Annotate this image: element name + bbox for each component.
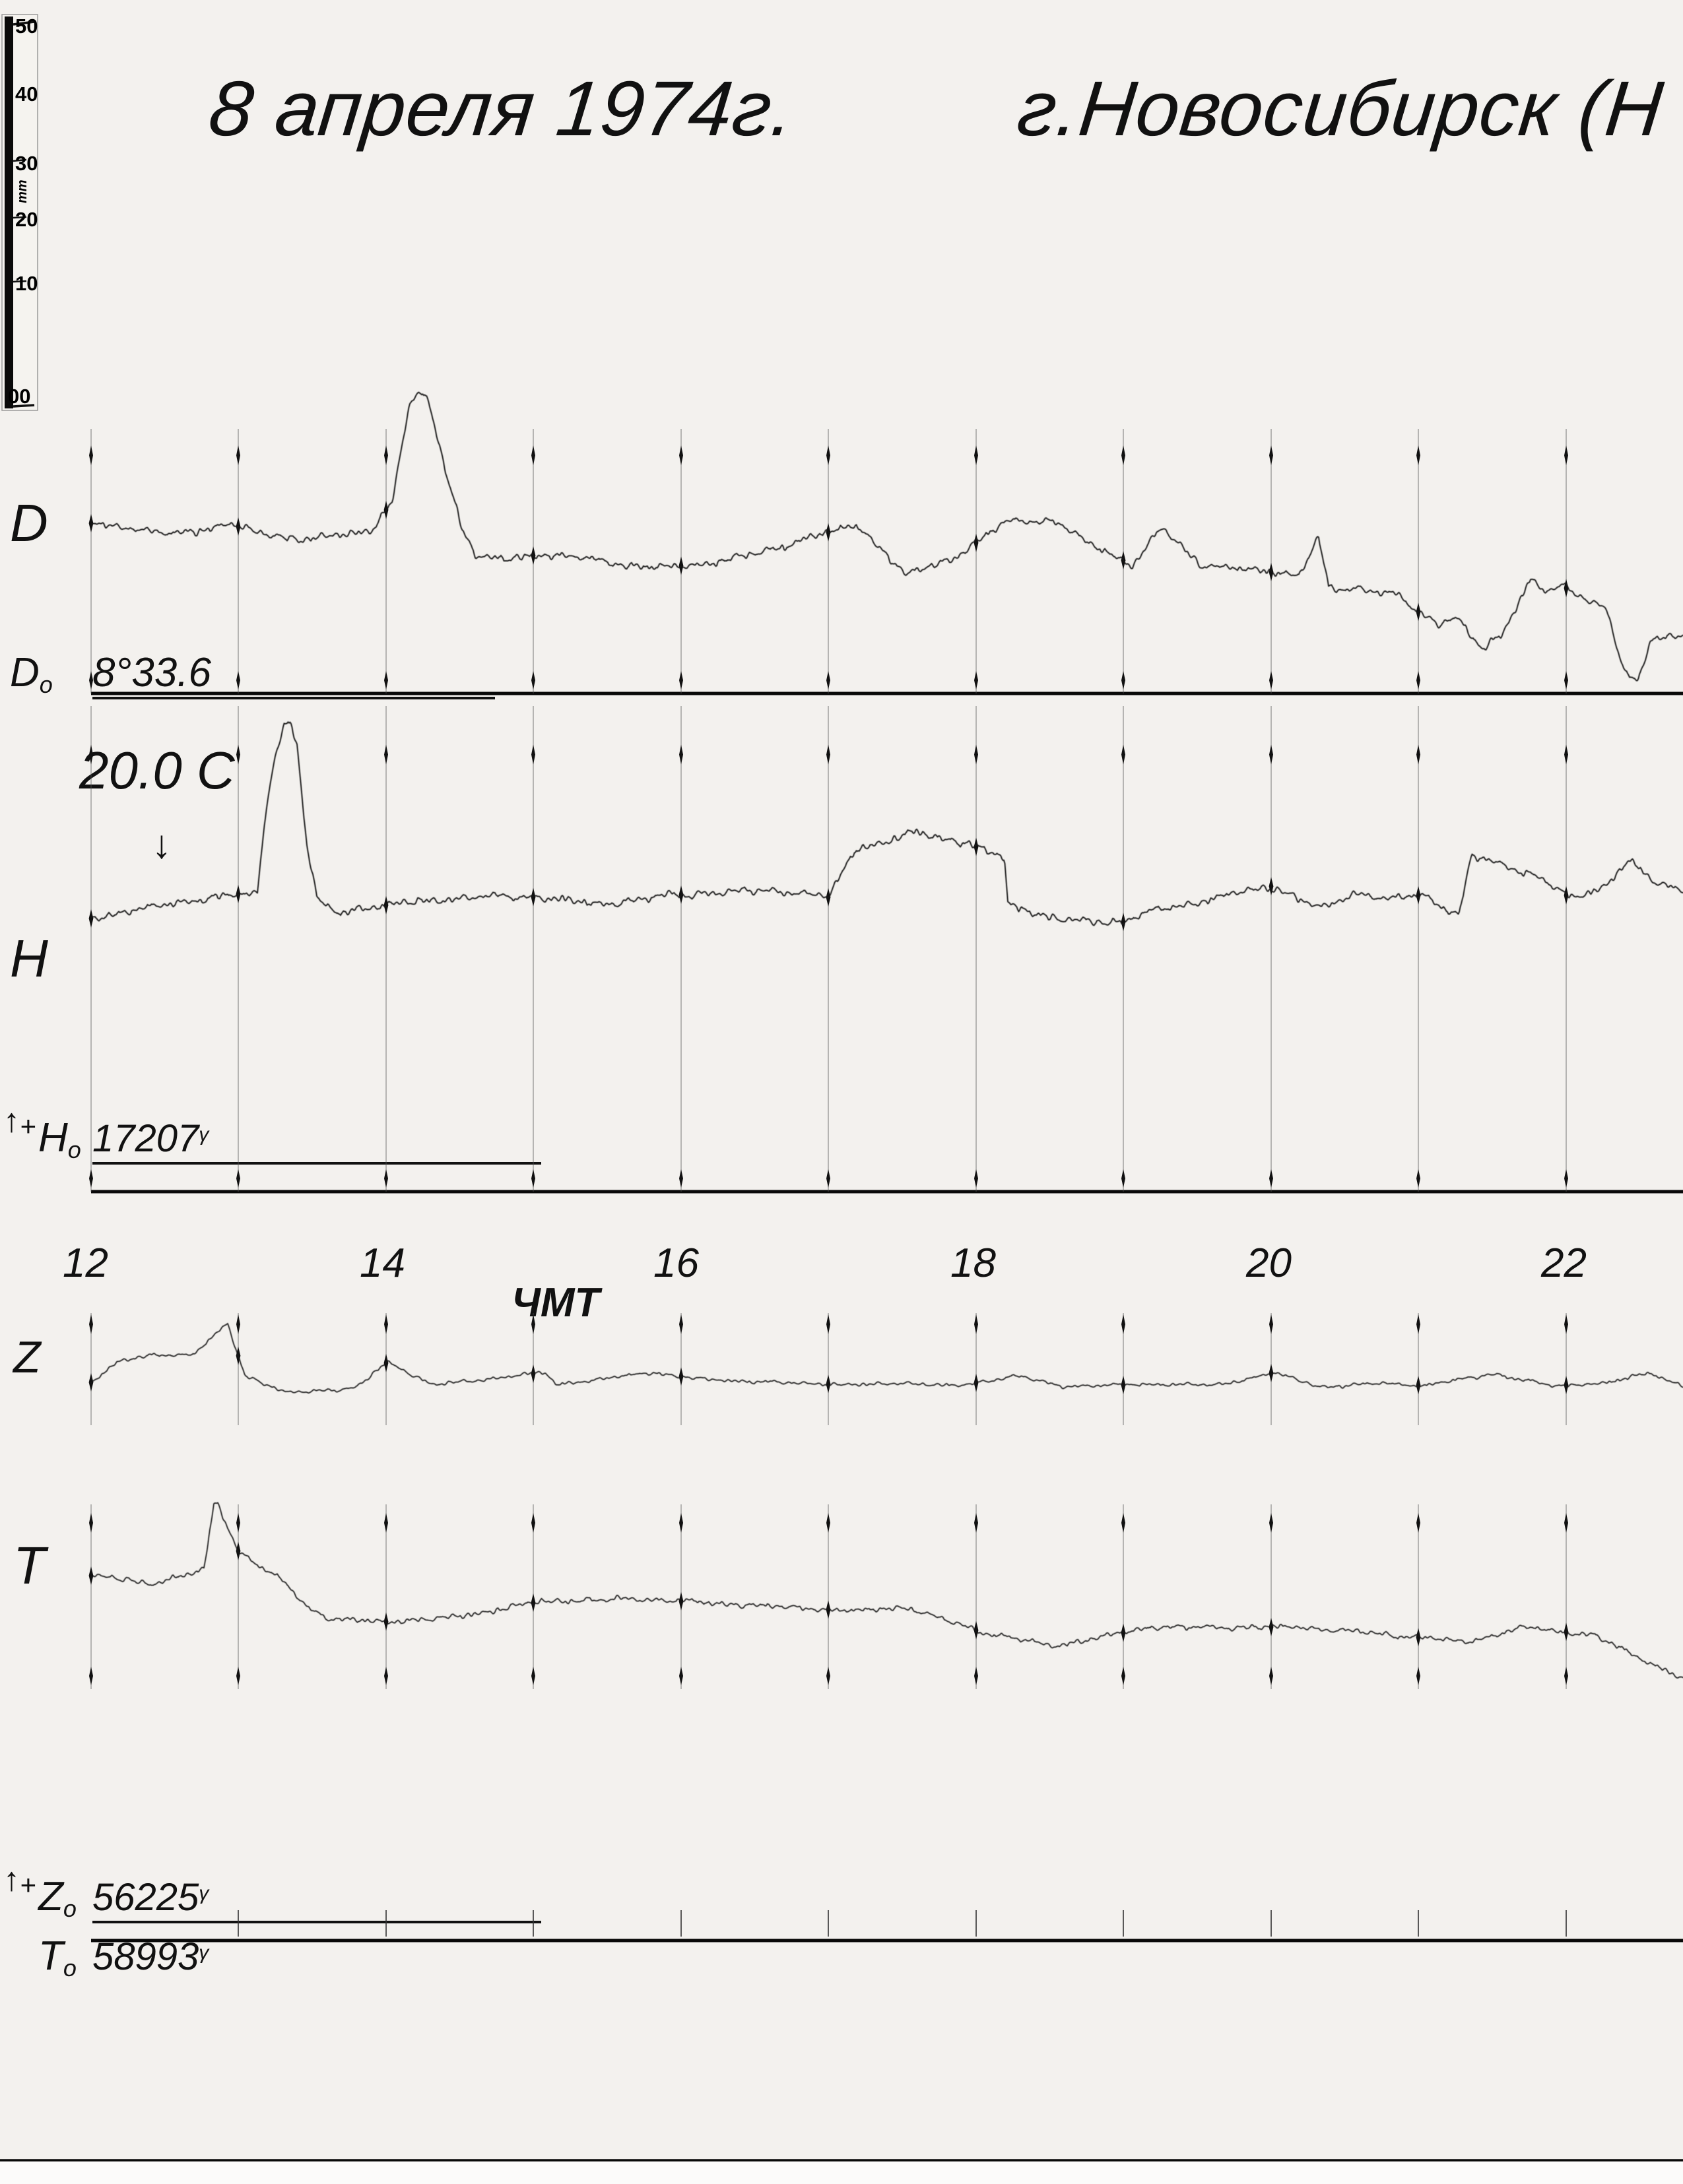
svg-text:16: 16 xyxy=(653,1240,699,1286)
svg-text:Z: Z xyxy=(12,1332,42,1382)
svg-text:г.Новосибирск (Н: г.Новосибирск (Н xyxy=(1014,65,1667,152)
svg-text:↓: ↓ xyxy=(152,822,172,866)
svg-text:14: 14 xyxy=(360,1240,405,1286)
svg-text:20: 20 xyxy=(15,208,38,231)
svg-text:ЧМТ: ЧМТ xyxy=(512,1280,603,1326)
svg-text:20: 20 xyxy=(1245,1240,1292,1286)
svg-text:D: D xyxy=(10,494,48,552)
svg-text:18: 18 xyxy=(950,1240,996,1286)
svg-text:17207γ: 17207γ xyxy=(92,1117,210,1160)
svg-text:22: 22 xyxy=(1540,1240,1587,1286)
svg-text:30: 30 xyxy=(15,152,38,175)
svg-text:8 апреля 1974г.: 8 апреля 1974г. xyxy=(205,65,799,152)
svg-text:40: 40 xyxy=(15,82,38,106)
svg-text:8°33.6: 8°33.6 xyxy=(92,650,211,695)
svg-text:20.0 C: 20.0 C xyxy=(79,741,236,800)
svg-text:12: 12 xyxy=(63,1240,108,1286)
svg-text:H: H xyxy=(10,929,48,988)
svg-text:mm: mm xyxy=(15,179,30,203)
svg-text:56225γ: 56225γ xyxy=(92,1876,210,1919)
svg-text:00: 00 xyxy=(8,385,30,408)
svg-text:10: 10 xyxy=(15,272,38,295)
svg-text:50: 50 xyxy=(15,15,38,38)
svg-text:T: T xyxy=(13,1536,49,1595)
